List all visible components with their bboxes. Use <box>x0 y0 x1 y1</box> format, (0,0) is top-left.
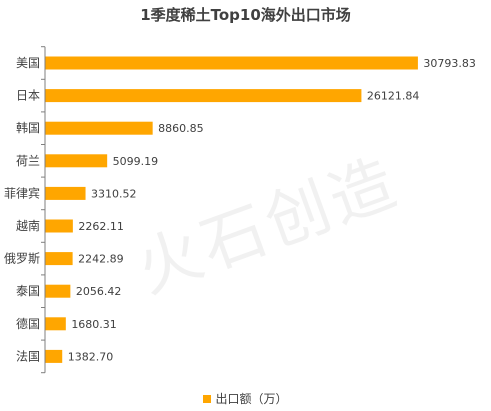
category-label: 越南 <box>16 218 40 233</box>
data-label: 1680.31 <box>71 318 117 331</box>
data-label: 3310.52 <box>91 187 136 200</box>
bar <box>45 89 362 103</box>
bar <box>45 317 66 331</box>
category-label: 荷兰 <box>16 154 40 168</box>
bar <box>45 252 73 266</box>
category-label: 德国 <box>16 316 40 331</box>
data-label: 1382.70 <box>68 350 114 363</box>
chart-title: 1季度稀土Top10海外出口市场 <box>140 6 351 24</box>
legend-label: 出口额（万） <box>215 392 288 406</box>
category-label: 美国 <box>16 56 40 70</box>
legend: 出口额（万） <box>0 390 491 407</box>
bar <box>45 154 108 168</box>
category-label: 俄罗斯 <box>4 252 40 266</box>
category-label: 菲律宾 <box>4 185 40 200</box>
category-label: 法国 <box>16 349 40 363</box>
category-label: 泰国 <box>16 284 40 298</box>
legend-swatch <box>203 394 212 403</box>
bar <box>45 121 153 135</box>
bar <box>45 284 71 298</box>
bar <box>45 219 73 233</box>
category-label: 韩国 <box>16 120 40 135</box>
data-label: 2262.11 <box>78 220 124 233</box>
data-label: 2056.42 <box>76 285 122 298</box>
data-label: 2242.89 <box>78 253 124 266</box>
data-label: 5099.19 <box>113 155 159 168</box>
data-label: 30793.83 <box>423 57 476 70</box>
data-label: 26121.84 <box>367 90 420 103</box>
bar <box>45 56 418 70</box>
bar <box>45 349 63 363</box>
data-label: 8860.85 <box>158 122 204 135</box>
bar <box>45 186 86 200</box>
category-label: 日本 <box>16 89 40 103</box>
